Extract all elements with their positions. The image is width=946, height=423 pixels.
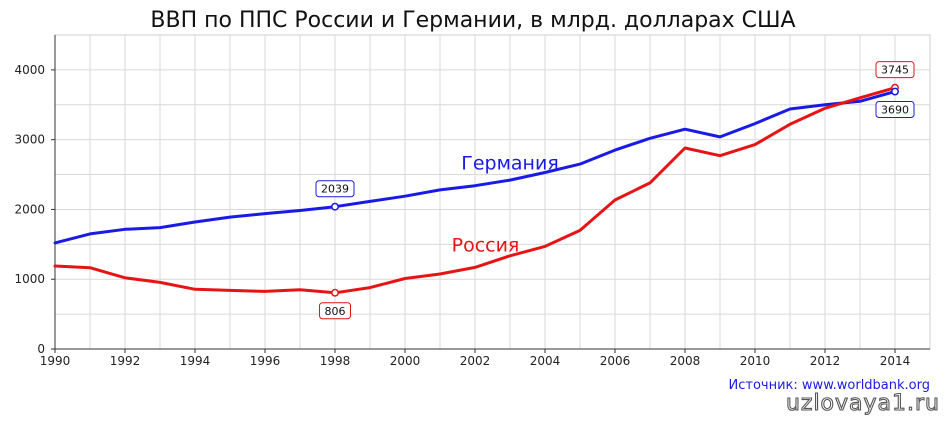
annotation-box: [319, 302, 351, 320]
y-tick-label: 2000: [14, 202, 45, 216]
x-tick-label: 2010: [740, 354, 771, 368]
series-line-germany: [53, 90, 897, 245]
plot-frame: [54, 34, 931, 350]
axes: 1990 1992 1994 1996 1998 2000 2002 2004 2006 2008…: [14, 35, 930, 368]
x-tick-label: 1990: [40, 354, 71, 368]
series-label-russia: Россия: [452, 234, 520, 256]
series-lines: Германия Россия: [53, 86, 897, 295]
series-label-germany: Германия: [461, 153, 559, 175]
annotation-marker: [331, 288, 339, 297]
annotation-box: [875, 61, 915, 79]
annotation-label: 3745: [881, 64, 909, 77]
chart-title: ВВП по ППС России и Германии, в млрд. до…: [150, 8, 795, 33]
x-tick-label: 1992: [110, 354, 141, 368]
x-tick-label: 2006: [600, 354, 631, 368]
annotation-label: 3690: [881, 104, 909, 117]
annotation-box: [875, 101, 915, 119]
x-tick-label: 2012: [810, 354, 841, 368]
annotation-label: 2039: [321, 183, 349, 196]
x-tick-label: 2008: [670, 354, 701, 368]
y-tick-label: 0: [37, 342, 45, 356]
x-tick-label: 1998: [320, 354, 351, 368]
source-note: Источник: www.worldbank.org: [729, 378, 930, 393]
annotation-marker: [891, 87, 899, 96]
x-tick-label: 2002: [460, 354, 491, 368]
annotation-label: 806: [325, 305, 346, 318]
y-tick-label: 4000: [14, 63, 45, 77]
y-tick-label: 3000: [14, 133, 45, 147]
x-tick-label: 2004: [530, 354, 561, 368]
annotations: 2039 806 3745 3690: [315, 61, 915, 320]
x-tick-label: 2014: [880, 354, 911, 368]
annotation-marker: [331, 202, 339, 211]
grid: [54, 34, 931, 350]
x-tick-label: 1996: [250, 354, 281, 368]
y-tick-label: 1000: [14, 272, 45, 286]
x-tick-label: 1994: [180, 354, 211, 368]
annotation-box: [315, 180, 355, 198]
series-line-russia: [53, 86, 897, 295]
x-tick-label: 2000: [390, 354, 421, 368]
watermark: uzlovaya1.ru: [786, 391, 940, 416]
